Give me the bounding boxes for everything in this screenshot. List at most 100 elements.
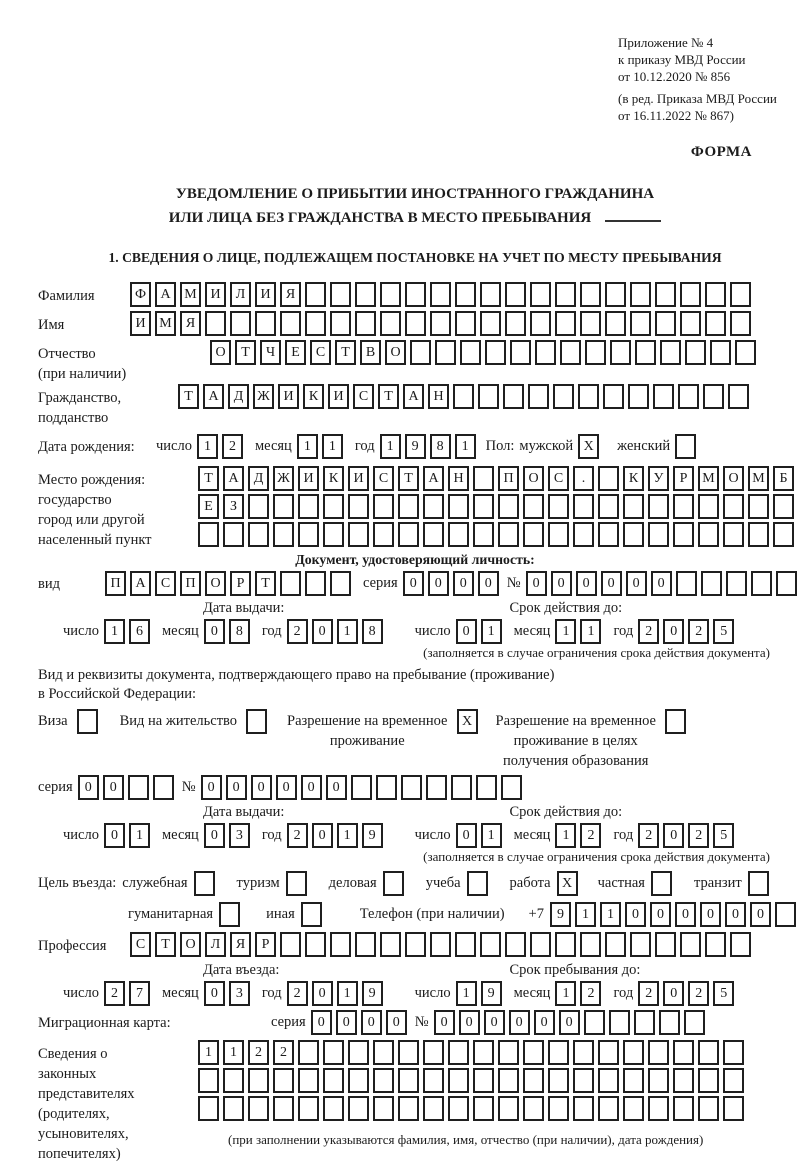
form-cell[interactable]: Д <box>248 466 269 491</box>
form-cell[interactable]: 1 <box>336 823 358 848</box>
form-cell[interactable]: 0 <box>724 902 746 927</box>
form-cell[interactable]: О <box>180 932 201 957</box>
form-cell[interactable]: 0 <box>311 823 333 848</box>
form-cell[interactable] <box>400 775 422 800</box>
form-cell[interactable] <box>330 932 351 957</box>
form-cell[interactable]: М <box>748 466 769 491</box>
form-cell[interactable]: 1 <box>580 619 602 644</box>
form-cell[interactable] <box>248 1068 269 1093</box>
form-cell[interactable]: 0 <box>575 571 597 596</box>
form-cell[interactable]: 2 <box>688 619 710 644</box>
form-cell[interactable] <box>730 932 751 957</box>
form-cell[interactable] <box>658 1010 680 1035</box>
form-cell[interactable] <box>648 494 669 519</box>
form-cell[interactable] <box>605 282 626 307</box>
form-cell[interactable]: Л <box>230 282 251 307</box>
form-cell[interactable] <box>480 932 501 957</box>
purpose-work-checkbox[interactable]: X <box>556 871 582 896</box>
form-cell[interactable] <box>280 932 301 957</box>
form-cell[interactable] <box>498 1040 519 1065</box>
form-cell[interactable] <box>323 1040 344 1065</box>
form-cell[interactable]: 5 <box>713 823 735 848</box>
form-cell[interactable]: 2 <box>638 823 660 848</box>
sex-female-checkbox[interactable] <box>675 434 700 459</box>
form-cell[interactable] <box>466 871 488 896</box>
form-cell[interactable] <box>453 384 474 409</box>
form-cell[interactable]: П <box>180 571 201 596</box>
form-cell[interactable] <box>373 522 394 547</box>
form-cell[interactable]: А <box>223 466 244 491</box>
form-cell[interactable]: 0 <box>455 619 477 644</box>
form-cell[interactable] <box>223 1096 244 1121</box>
form-cell[interactable] <box>355 311 376 336</box>
sex-male-checkbox[interactable]: X <box>578 434 603 459</box>
form-cell[interactable] <box>655 311 676 336</box>
form-cell[interactable] <box>723 1040 744 1065</box>
form-cell[interactable]: 0 <box>203 619 225 644</box>
form-cell[interactable] <box>498 1096 519 1121</box>
form-cell[interactable] <box>423 1096 444 1121</box>
form-cell[interactable] <box>448 1040 469 1065</box>
form-cell[interactable] <box>750 571 772 596</box>
form-cell[interactable] <box>703 384 724 409</box>
form-cell[interactable] <box>305 571 326 596</box>
form-cell[interactable]: 0 <box>650 571 672 596</box>
form-cell[interactable] <box>773 522 794 547</box>
form-cell[interactable]: 1 <box>555 981 577 1006</box>
form-cell[interactable]: Б <box>773 466 794 491</box>
form-cell[interactable]: 1 <box>296 434 318 459</box>
form-cell[interactable]: Я <box>180 311 201 336</box>
form-cell[interactable]: И <box>298 466 319 491</box>
purpose-private-checkbox[interactable] <box>650 871 676 896</box>
form-cell[interactable]: И <box>255 282 276 307</box>
form-cell[interactable] <box>523 1068 544 1093</box>
form-cell[interactable] <box>673 1068 694 1093</box>
form-cell[interactable]: 0 <box>360 1010 382 1035</box>
form-cell[interactable] <box>735 340 756 365</box>
form-cell[interactable]: 0 <box>477 571 499 596</box>
form-cell[interactable] <box>623 494 644 519</box>
purpose-official-checkbox[interactable] <box>193 871 219 896</box>
form-cell[interactable] <box>350 775 372 800</box>
form-cell[interactable] <box>398 1096 419 1121</box>
form-cell[interactable] <box>223 522 244 547</box>
form-cell[interactable] <box>680 932 701 957</box>
form-cell[interactable] <box>405 282 426 307</box>
form-cell[interactable]: 2 <box>286 981 308 1006</box>
form-cell[interactable]: И <box>205 282 226 307</box>
form-cell[interactable] <box>775 571 797 596</box>
form-cell[interactable] <box>398 494 419 519</box>
form-cell[interactable] <box>623 1068 644 1093</box>
form-cell[interactable]: 0 <box>433 1010 455 1035</box>
form-cell[interactable]: С <box>310 340 331 365</box>
form-cell[interactable]: И <box>130 311 151 336</box>
form-cell[interactable] <box>523 1096 544 1121</box>
form-cell[interactable] <box>698 1068 719 1093</box>
form-cell[interactable] <box>127 775 149 800</box>
form-cell[interactable] <box>773 494 794 519</box>
form-cell[interactable] <box>455 311 476 336</box>
form-cell[interactable]: 1 <box>480 823 502 848</box>
form-cell[interactable]: 0 <box>77 775 99 800</box>
form-cell[interactable]: 8 <box>429 434 451 459</box>
form-cell[interactable] <box>460 340 481 365</box>
legal-reps-row3-cells[interactable] <box>198 1096 748 1121</box>
form-cell[interactable]: 1 <box>379 434 401 459</box>
form-cell[interactable] <box>348 494 369 519</box>
form-cell[interactable]: . <box>573 466 594 491</box>
form-cell[interactable] <box>448 1096 469 1121</box>
form-cell[interactable]: 2 <box>638 981 660 1006</box>
form-cell[interactable]: Я <box>230 932 251 957</box>
form-cell[interactable] <box>585 340 606 365</box>
form-cell[interactable]: 9 <box>361 981 383 1006</box>
form-cell[interactable] <box>748 494 769 519</box>
form-cell[interactable] <box>219 902 241 927</box>
form-cell[interactable] <box>473 522 494 547</box>
